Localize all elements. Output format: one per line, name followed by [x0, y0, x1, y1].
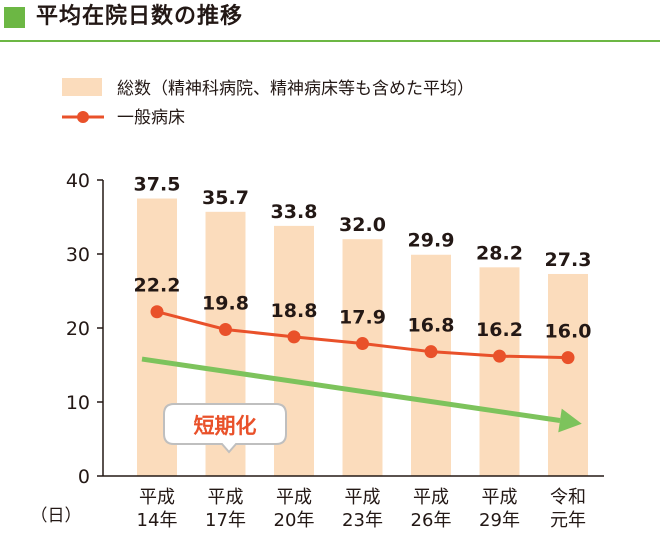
x-tick-label-line1: 平成 — [208, 487, 244, 508]
callout-bubble — [163, 403, 287, 454]
bar — [411, 254, 451, 476]
bar-value-label: 27.3 — [545, 249, 592, 271]
x-tick-label-line1: 令和 — [550, 487, 586, 508]
x-tick-label-line2: 14年 — [137, 510, 178, 531]
line-marker — [356, 337, 369, 351]
bar-value-label: 29.9 — [408, 230, 455, 252]
x-tick-label-line2: 20年 — [274, 510, 315, 531]
line-value-label: 17.9 — [339, 307, 386, 329]
x-tick-label-line2: 23年 — [342, 510, 383, 531]
x-tick-label-line1: 平成 — [276, 487, 312, 508]
x-tick-label-line1: 平成 — [413, 487, 449, 508]
header-rule — [0, 40, 660, 42]
bar-value-label: 28.2 — [476, 242, 523, 264]
callout-text: 短期化 — [194, 414, 257, 438]
line-value-label: 22.2 — [134, 275, 181, 297]
line-marker — [561, 351, 575, 365]
header: 平均在院日数の推移 — [0, 0, 660, 42]
y-tick-label: 40 — [66, 170, 90, 192]
bar — [548, 273, 588, 476]
bar-value-label: 33.8 — [271, 201, 318, 223]
line-value-label: 16.2 — [476, 319, 523, 341]
line-marker — [150, 305, 164, 319]
x-tick-label-line2: 29年 — [479, 510, 520, 531]
line-marker — [424, 345, 438, 359]
x-tick-label-line1: 平成 — [139, 487, 175, 508]
x-tick-label-line2: 17年 — [205, 510, 246, 531]
y-tick-label: 30 — [66, 244, 90, 266]
line-marker — [219, 322, 232, 336]
legend-bar-label: 総数（精神科病院、精神病床等も含めた平均） — [117, 79, 474, 99]
bar-value-label: 32.0 — [339, 214, 386, 236]
header-square-icon — [4, 7, 25, 28]
line-value-label: 16.0 — [545, 321, 592, 343]
y-unit-label: （日） — [31, 506, 82, 526]
line-value-label: 18.8 — [271, 300, 318, 322]
trend-arrow-head-icon — [558, 408, 582, 433]
line-value-label: 16.8 — [408, 315, 455, 337]
bar — [342, 239, 383, 476]
x-tick-label-line1: 平成 — [345, 487, 381, 508]
bar-value-label: 37.5 — [134, 174, 181, 196]
line-value-label: 19.8 — [202, 292, 249, 314]
legend-line-marker — [77, 111, 89, 123]
y-tick-label: 20 — [66, 318, 90, 340]
x-tick-label-line2: 元年 — [550, 510, 586, 531]
y-tick-label: 0 — [78, 466, 90, 488]
x-tick-label-line2: 26年 — [411, 510, 452, 531]
bar — [479, 267, 520, 476]
y-tick-label: 10 — [66, 392, 90, 414]
legend-bar-swatch — [62, 78, 102, 96]
legend-line-label: 一般病床 — [117, 108, 185, 128]
page-title: 平均在院日数の推移 — [36, 4, 244, 29]
x-tick-label-line1: 平成 — [482, 487, 518, 508]
line-marker — [287, 330, 301, 344]
bar-value-label: 35.7 — [202, 187, 249, 209]
trend-arrow-shaft — [141, 356, 561, 423]
line-marker — [493, 349, 506, 363]
